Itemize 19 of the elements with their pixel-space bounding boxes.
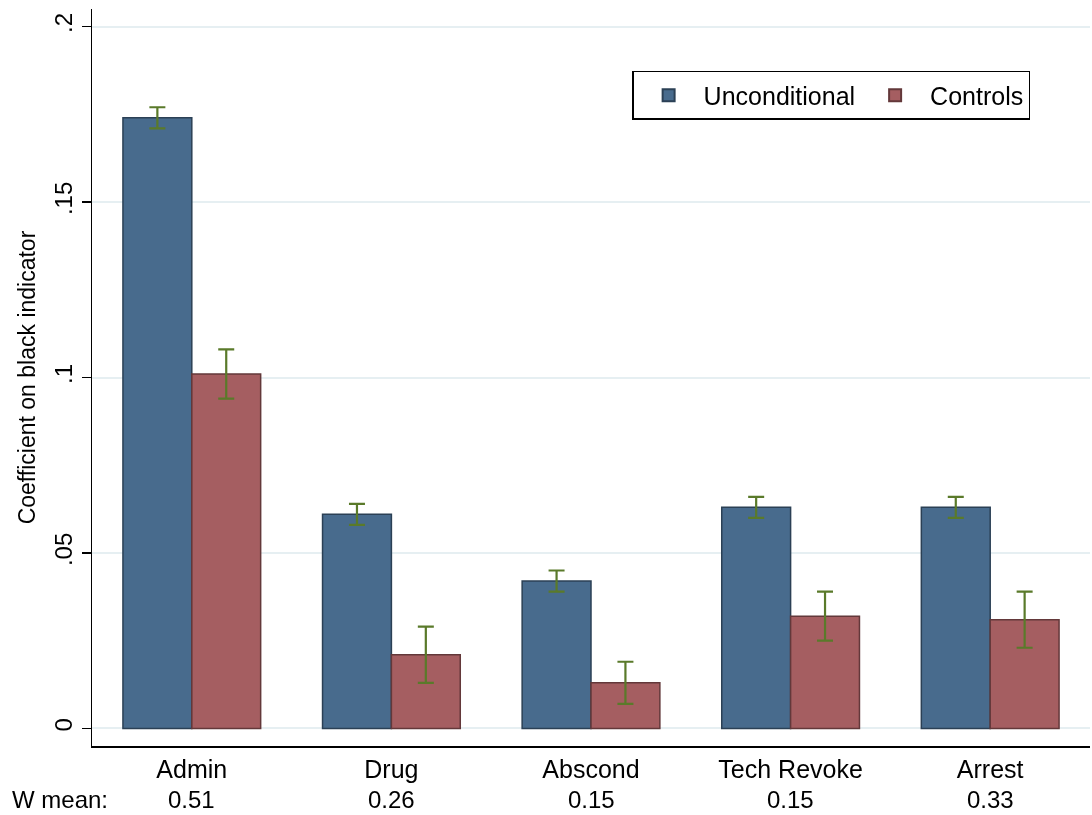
text: 0.33 bbox=[967, 786, 1014, 813]
x-tick-label: Admin bbox=[156, 754, 228, 783]
legend-label: Unconditional bbox=[703, 81, 856, 110]
y-tick-label: .2 bbox=[49, 12, 77, 33]
y-tick-label: .15 bbox=[49, 181, 77, 216]
text: 0.15 bbox=[568, 786, 615, 813]
x-tick-label: Abscond bbox=[542, 754, 640, 783]
y-tick-label: .1 bbox=[49, 363, 77, 384]
y-axis-title: Coefficient on black indicator bbox=[13, 230, 40, 525]
y-tick-label: .05 bbox=[49, 532, 77, 567]
text: 0.51 bbox=[168, 786, 215, 813]
text: W mean: bbox=[12, 786, 109, 813]
y-tick-label: 0 bbox=[49, 718, 77, 732]
x-tick-label: Tech Revoke bbox=[718, 754, 863, 783]
x-tick-label: Arrest bbox=[956, 754, 1024, 783]
text: 0.26 bbox=[368, 786, 415, 813]
x-tick-label: Drug bbox=[364, 754, 419, 783]
text: 0.15 bbox=[767, 786, 814, 813]
legend-label: Controls bbox=[930, 81, 1024, 110]
